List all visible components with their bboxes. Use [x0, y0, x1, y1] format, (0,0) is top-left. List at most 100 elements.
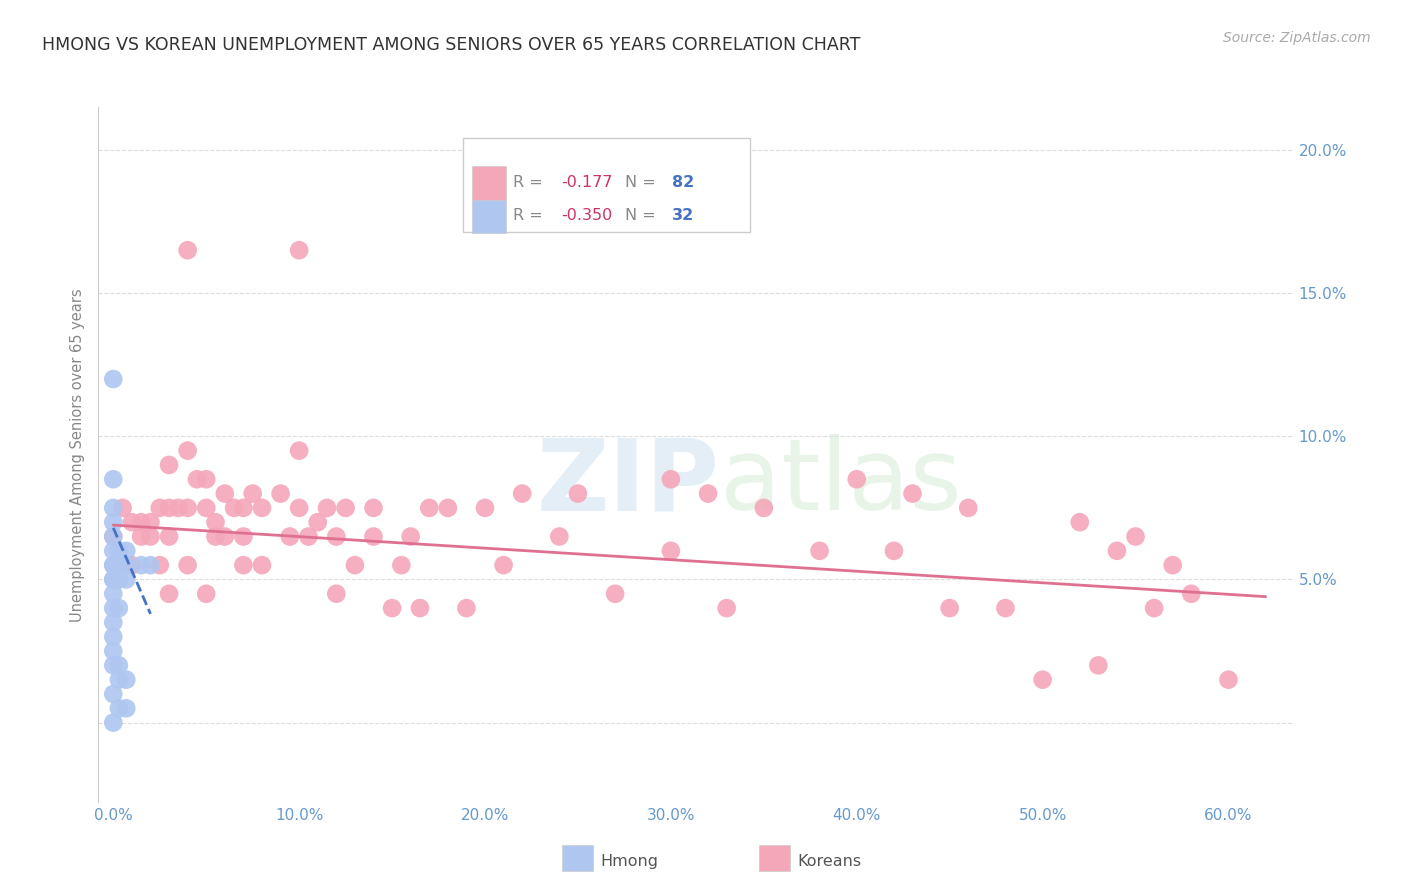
Point [297, 529, 319, 543]
Point [1218, 673, 1240, 687]
Point [111, 500, 134, 515]
Point [108, 673, 131, 687]
Point [808, 544, 831, 558]
Point [242, 486, 264, 500]
Point [176, 443, 198, 458]
Point [1143, 601, 1166, 615]
Point [103, 715, 125, 730]
Point [901, 486, 924, 500]
Point [270, 486, 292, 500]
Point [1032, 673, 1054, 687]
Point [409, 601, 432, 615]
Point [103, 472, 125, 486]
Point [510, 486, 533, 500]
Point [659, 544, 682, 558]
Point [1125, 529, 1147, 543]
Point [278, 529, 301, 543]
Point [195, 500, 218, 515]
Point [288, 443, 311, 458]
Text: Koreans: Koreans [797, 855, 862, 869]
Point [115, 558, 138, 573]
Point [567, 486, 589, 500]
Text: R =: R = [513, 208, 548, 223]
Point [108, 544, 131, 558]
Point [115, 701, 138, 715]
Y-axis label: Unemployment Among Seniors over 65 years: Unemployment Among Seniors over 65 years [70, 288, 86, 622]
Text: R =: R = [513, 175, 548, 190]
FancyBboxPatch shape [472, 200, 506, 233]
Point [204, 529, 226, 543]
Point [492, 558, 515, 573]
Point [103, 658, 125, 673]
Point [1087, 658, 1109, 673]
Point [716, 601, 738, 615]
Point [994, 601, 1017, 615]
Point [938, 601, 960, 615]
Text: 82: 82 [672, 175, 695, 190]
Point [389, 558, 412, 573]
Point [214, 486, 236, 500]
Point [325, 587, 347, 601]
Point [343, 558, 366, 573]
Point [288, 500, 311, 515]
Point [232, 500, 254, 515]
Point [149, 558, 172, 573]
Point [1069, 515, 1091, 529]
Text: -0.350: -0.350 [561, 208, 612, 223]
Text: atlas: atlas [720, 434, 962, 532]
Text: ZIP: ZIP [537, 434, 720, 532]
Point [697, 486, 720, 500]
Point [103, 601, 125, 615]
Point [418, 500, 440, 515]
Point [752, 500, 775, 515]
Point [186, 472, 208, 486]
Point [1105, 544, 1128, 558]
Point [129, 529, 152, 543]
Point [103, 515, 125, 529]
Point [103, 558, 125, 573]
Point [325, 529, 347, 543]
Point [108, 558, 131, 573]
FancyBboxPatch shape [463, 138, 749, 232]
Point [250, 558, 273, 573]
Point [121, 558, 143, 573]
Point [335, 500, 357, 515]
Point [103, 630, 125, 644]
Point [149, 500, 172, 515]
Point [288, 243, 311, 257]
Point [108, 658, 131, 673]
Text: 32: 32 [672, 208, 695, 223]
Point [307, 515, 329, 529]
Point [115, 573, 138, 587]
Point [381, 601, 404, 615]
Point [103, 587, 125, 601]
Text: HMONG VS KOREAN UNEMPLOYMENT AMONG SENIORS OVER 65 YEARS CORRELATION CHART: HMONG VS KOREAN UNEMPLOYMENT AMONG SENIO… [42, 36, 860, 54]
Point [232, 529, 254, 543]
Text: Hmong: Hmong [600, 855, 658, 869]
Point [103, 500, 125, 515]
Point [103, 529, 125, 543]
Point [437, 500, 460, 515]
Point [204, 515, 226, 529]
Point [363, 529, 385, 543]
Point [214, 529, 236, 543]
Point [115, 544, 138, 558]
Point [1161, 558, 1184, 573]
Point [108, 701, 131, 715]
Text: N =: N = [626, 208, 661, 223]
Point [103, 372, 125, 386]
Point [103, 615, 125, 630]
Point [224, 500, 246, 515]
Point [103, 529, 125, 543]
Point [456, 601, 478, 615]
Point [139, 529, 162, 543]
Point [139, 515, 162, 529]
Text: -0.177: -0.177 [561, 175, 613, 190]
Point [176, 243, 198, 257]
Text: Source: ZipAtlas.com: Source: ZipAtlas.com [1223, 31, 1371, 45]
Point [883, 544, 905, 558]
Point [115, 673, 138, 687]
Point [363, 500, 385, 515]
Text: N =: N = [626, 175, 661, 190]
Point [157, 458, 180, 472]
